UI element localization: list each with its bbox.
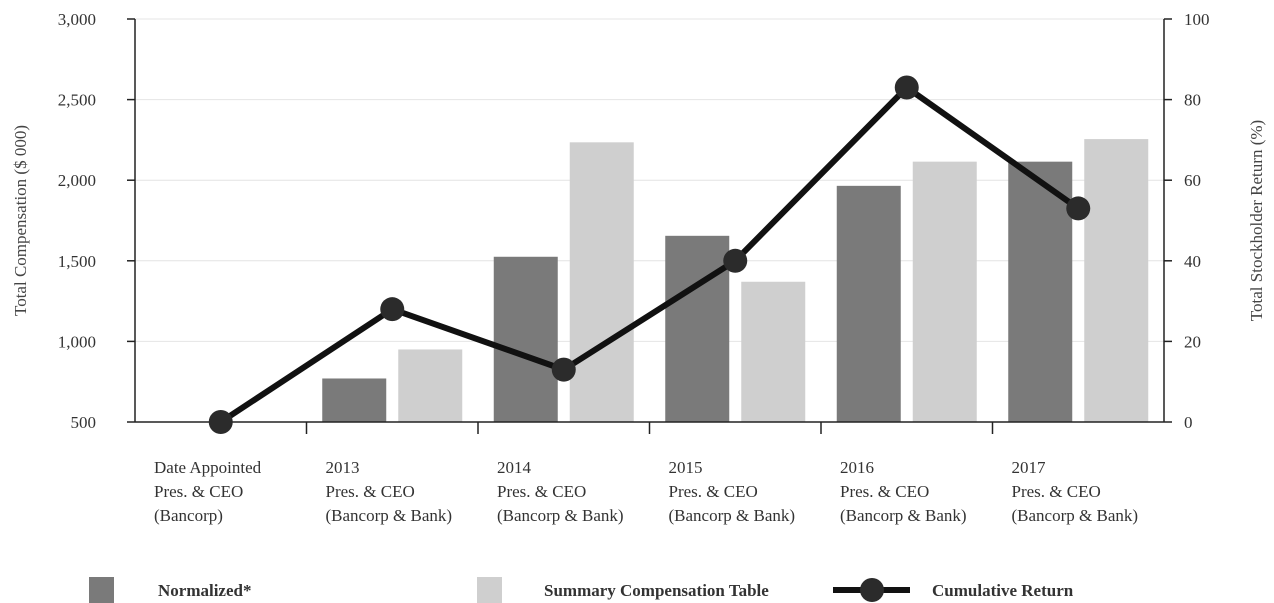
- category-label: 2016: [840, 458, 874, 477]
- right-tick-label: 40: [1184, 252, 1201, 271]
- right-axis-title: Total Stockholder Return (%): [1247, 120, 1266, 321]
- left-tick-label: 2,500: [58, 91, 96, 110]
- legend: Normalized* Summary Compensation Table Cum…: [89, 577, 1074, 603]
- category-label: Pres. & CEO: [497, 482, 586, 501]
- cumulative-return-point: [1066, 196, 1091, 221]
- bar-summary-compensation-table: [741, 281, 806, 422]
- bar-normalized: [322, 378, 387, 422]
- category-label: 2015: [669, 458, 703, 477]
- category-label: 2014: [497, 458, 532, 477]
- bar-summary-compensation-table: [1084, 139, 1149, 422]
- left-tick-label: 500: [71, 413, 97, 432]
- bar-summary-compensation-table: [912, 161, 977, 423]
- right-tick-label: 100: [1184, 10, 1210, 29]
- legend-marker-cumulative: [860, 578, 884, 602]
- bars: [322, 139, 1149, 423]
- bar-normalized: [1008, 161, 1073, 423]
- right-tick-label: 0: [1184, 413, 1193, 432]
- right-tick-label: 20: [1184, 332, 1201, 351]
- left-axis-title: Total Compensation ($ 000): [11, 125, 30, 316]
- category-label: (Bancorp & Bank): [669, 506, 796, 525]
- legend-swatch-normalized: [89, 577, 114, 603]
- left-tick-label: 1,500: [58, 252, 96, 271]
- cumulative-return-point: [380, 297, 405, 322]
- legend-label-normalized: Normalized*: [158, 581, 251, 600]
- category-label: (Bancorp & Bank): [840, 506, 967, 525]
- axis-labels: 500 1,000 1,500 2,000 2,500 3,000 0 20 40 60 80 100…: [11, 10, 1266, 525]
- cumulative-return-line: [208, 75, 1091, 434]
- category-label: 2013: [326, 458, 360, 477]
- bar-summary-compensation-table: [398, 349, 463, 422]
- cumulative-return-path: [219, 84, 1080, 425]
- cumulative-return-point: [723, 248, 748, 273]
- left-tick-label: 3,000: [58, 10, 96, 29]
- right-tick-label: 60: [1184, 171, 1201, 190]
- right-tick-label: 80: [1184, 91, 1201, 110]
- category-label: Pres. & CEO: [1012, 482, 1101, 501]
- category-label: (Bancorp & Bank): [1012, 506, 1139, 525]
- category-label: (Bancorp & Bank): [326, 506, 453, 525]
- bar-summary-compensation-table: [569, 142, 634, 422]
- bar-normalized: [836, 185, 901, 422]
- bar-normalized: [665, 235, 730, 422]
- category-label: (Bancorp & Bank): [497, 506, 624, 525]
- legend-label-cumulative: Cumulative Return: [932, 581, 1074, 600]
- category-label: Pres. & CEO: [840, 482, 929, 501]
- left-tick-label: 2,000: [58, 171, 96, 190]
- category-label: Pres. & CEO: [669, 482, 758, 501]
- category-label: Date Appointed: [154, 458, 262, 477]
- bar-normalized: [493, 256, 558, 422]
- legend-label-summary: Summary Compensation Table: [544, 581, 769, 600]
- cumulative-return-point: [894, 75, 919, 100]
- category-label: Pres. & CEO: [154, 482, 243, 501]
- gridlines: [135, 18, 1164, 342]
- category-label: Pres. & CEO: [326, 482, 415, 501]
- axes: [127, 18, 1172, 434]
- cumulative-return-point: [551, 357, 576, 382]
- category-label: (Bancorp): [154, 506, 223, 525]
- left-tick-label: 1,000: [58, 332, 96, 351]
- category-label: 2017: [1012, 458, 1047, 477]
- cumulative-return-point: [208, 410, 233, 434]
- legend-swatch-summary: [477, 577, 502, 603]
